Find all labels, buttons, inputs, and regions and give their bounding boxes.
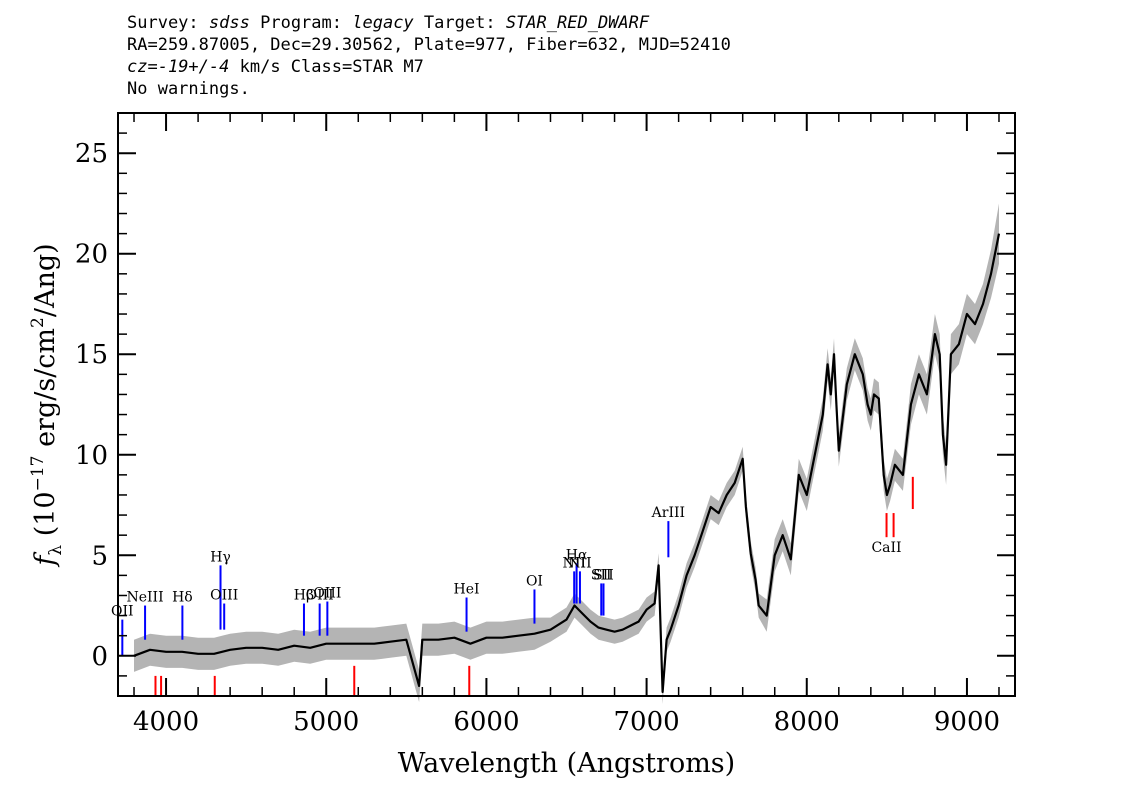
emission-line-label: OI (526, 573, 543, 589)
cz-value: -19+/-4 (157, 57, 230, 77)
spectrum-layer (133, 233, 1001, 694)
y-label-exp: −17 (28, 456, 48, 492)
emission-line-label: OIII (210, 588, 238, 604)
x-axis-label: Wavelength (Angstroms) (398, 748, 735, 779)
x-tick-label: 5000 (293, 707, 359, 737)
y-label-units: erg/s/cm (30, 328, 61, 456)
y-axis-label: fλ (10−17 erg/s/cm2/Ang) (28, 243, 66, 567)
emission-line-label: OII (111, 604, 134, 620)
x-tick-label: 6000 (453, 707, 519, 737)
emission-line-label: SII (593, 567, 614, 583)
program-value: legacy (352, 13, 414, 33)
y-label-prefix: f (30, 552, 61, 568)
y-tick-label: 25 (75, 139, 108, 169)
emission-line-label: NeIII (126, 590, 163, 606)
target-label: Target: (423, 13, 496, 33)
target-value: STAR_RED_DWARF (505, 13, 650, 33)
emission-line-label: Hγ (210, 549, 231, 565)
plot-frame (117, 112, 1016, 697)
emission-line-label: HeI (454, 581, 480, 597)
x-tick-label: 4000 (133, 707, 199, 737)
error-band (134, 203, 999, 704)
header-warnings: No warnings. (127, 79, 250, 99)
x-tick-label: 7000 (614, 707, 680, 737)
emission-line-label: NII (568, 555, 591, 571)
emission-line-label: OIII (313, 586, 341, 602)
emission-line-label: NII (563, 555, 586, 571)
y-label-text: (10 (30, 491, 61, 544)
cz-unit-class: km/s Class=STAR M7 (229, 57, 424, 77)
emission-line-label: Hβ (294, 588, 314, 604)
header-line-2: RA=259.87005, Dec=29.30562, Plate=977, F… (127, 35, 731, 55)
survey-value: sdss (208, 13, 250, 33)
header-line-3: cz=-19+/-4 km/s Class=STAR M7 (127, 56, 731, 78)
absorption-line-label: CaII (871, 540, 901, 556)
emission-line-label: OIII (306, 588, 334, 604)
spectrum-series-line (133, 233, 1001, 694)
x-tick-label: 9000 (934, 707, 1000, 737)
header-line-1: Survey: sdss Program: legacy Target: STA… (127, 12, 731, 34)
emission-line-label: SII (591, 567, 612, 583)
cz-label: cz= (127, 57, 158, 77)
emission-line-label: ArIII (651, 505, 685, 521)
program-label: Program: (260, 13, 342, 33)
y-tick-label: 5 (91, 541, 108, 571)
x-tick-label: 8000 (774, 707, 840, 737)
y-tick-label: 10 (75, 441, 108, 471)
emission-line-label: Hδ (172, 590, 193, 606)
error-band-layer (134, 203, 999, 704)
y-label-exp2: 2 (28, 317, 48, 328)
y-label-tail: /Ang) (30, 243, 61, 317)
axis-ticks: 4000 5000 6000 7000 8000 9000 0 5 10 15 20 25 (75, 113, 1015, 737)
y-tick-label: 0 (91, 642, 108, 672)
emission-line-label: Hα (566, 547, 588, 563)
survey-label: Survey: (127, 13, 199, 33)
y-tick-label: 20 (75, 240, 108, 270)
spectrum-header: Survey: sdss Program: legacy Target: STA… (127, 12, 731, 100)
y-tick-label: 15 (75, 340, 108, 370)
y-label-sub: λ (46, 545, 66, 556)
